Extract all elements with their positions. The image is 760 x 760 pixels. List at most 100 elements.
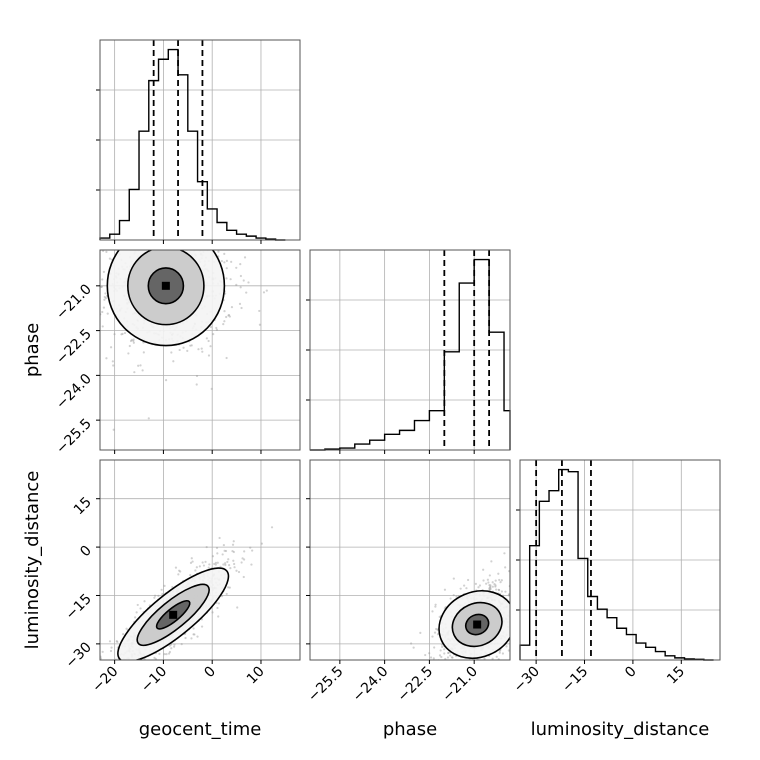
- density-peak: [473, 620, 482, 629]
- sample-point: [194, 569, 197, 572]
- sample-point: [207, 566, 210, 569]
- sample-point: [512, 603, 514, 605]
- sample-point: [189, 344, 192, 347]
- sample-point: [452, 594, 455, 597]
- y-tick-label: −30: [63, 639, 95, 671]
- sample-point: [139, 607, 142, 610]
- sample-point: [108, 257, 112, 260]
- sample-point: [201, 236, 203, 238]
- sample-point: [147, 666, 149, 668]
- sample-point: [109, 649, 113, 653]
- sample-point: [200, 347, 203, 350]
- joint-content: [78, 167, 268, 431]
- sample-point: [515, 594, 517, 596]
- sample-point: [223, 252, 226, 255]
- sample-point: [194, 222, 196, 224]
- sample-point: [212, 333, 215, 336]
- sample-point: [134, 616, 137, 619]
- sample-point: [216, 561, 219, 564]
- sample-point: [198, 243, 200, 245]
- sample-point: [487, 669, 489, 671]
- sample-point: [140, 246, 142, 248]
- sample-point: [213, 234, 215, 236]
- sample-point: [510, 621, 512, 623]
- sample-point: [517, 568, 519, 570]
- sample-point: [451, 656, 454, 659]
- sample-point: [240, 561, 243, 564]
- sample-point: [129, 667, 131, 669]
- sample-point: [551, 547, 553, 549]
- sample-point: [491, 585, 494, 588]
- sample-point: [500, 666, 502, 668]
- sample-point: [108, 661, 110, 663]
- sample-point: [158, 221, 160, 223]
- sample-point: [494, 585, 497, 588]
- sample-point: [137, 364, 140, 367]
- sample-point: [209, 345, 212, 348]
- joint-content: [410, 547, 553, 684]
- sample-point: [454, 672, 456, 674]
- sample-point: [78, 246, 80, 248]
- sample-point: [196, 201, 198, 203]
- sample-point: [180, 245, 182, 247]
- sample-point: [92, 275, 94, 277]
- sample-point: [125, 667, 127, 669]
- sample-point: [478, 682, 480, 684]
- x-axis-label-phase: phase: [383, 719, 437, 740]
- sample-point: [109, 702, 111, 704]
- sample-point: [511, 598, 513, 600]
- y-tick-label: −15: [63, 591, 95, 623]
- sample-point: [424, 653, 427, 657]
- sample-point: [202, 564, 206, 567]
- sample-point: [214, 210, 216, 212]
- sample-point: [209, 325, 213, 329]
- sample-point: [222, 563, 225, 566]
- sample-point: [527, 616, 529, 618]
- sample-point: [493, 583, 496, 586]
- sample-point: [226, 560, 229, 564]
- sample-point: [110, 646, 113, 649]
- sample-point: [243, 550, 246, 553]
- sample-point: [192, 633, 195, 636]
- sample-point: [125, 663, 127, 665]
- sample-point: [228, 586, 231, 589]
- sample-point: [454, 668, 456, 670]
- sample-point: [86, 309, 88, 311]
- sample-point: [262, 291, 266, 294]
- sample-point: [486, 664, 488, 666]
- sample-point: [260, 542, 263, 545]
- density-peak: [161, 281, 170, 290]
- sample-point: [131, 673, 133, 675]
- sample-point: [142, 247, 144, 249]
- sample-point: [175, 241, 177, 243]
- sample-point: [490, 560, 493, 563]
- sample-point: [190, 344, 193, 347]
- sample-point: [220, 167, 222, 169]
- sample-point: [82, 318, 84, 320]
- sample-point: [211, 555, 215, 558]
- sample-point: [465, 663, 467, 665]
- sample-point: [235, 283, 238, 286]
- x-tick-label: 0: [201, 664, 219, 682]
- sample-point: [121, 662, 123, 664]
- sample-point: [95, 294, 97, 296]
- sample-point: [190, 210, 192, 212]
- sample-point: [412, 646, 415, 649]
- sample-point: [122, 632, 125, 636]
- sample-point: [139, 238, 141, 240]
- sample-point: [445, 668, 447, 670]
- sample-point: [80, 693, 82, 695]
- sample-point: [229, 278, 232, 281]
- sample-point: [231, 543, 235, 546]
- panel-border: [99, 39, 301, 241]
- sample-point: [93, 269, 95, 271]
- sample-point: [232, 550, 235, 554]
- sample-point: [85, 263, 87, 265]
- y-tick-label: −21.0: [53, 281, 95, 323]
- sample-point: [539, 593, 541, 595]
- sample-point: [235, 266, 238, 269]
- sample-point: [120, 333, 123, 336]
- sample-point: [526, 578, 528, 580]
- sample-point: [489, 587, 492, 591]
- sample-point: [242, 279, 245, 282]
